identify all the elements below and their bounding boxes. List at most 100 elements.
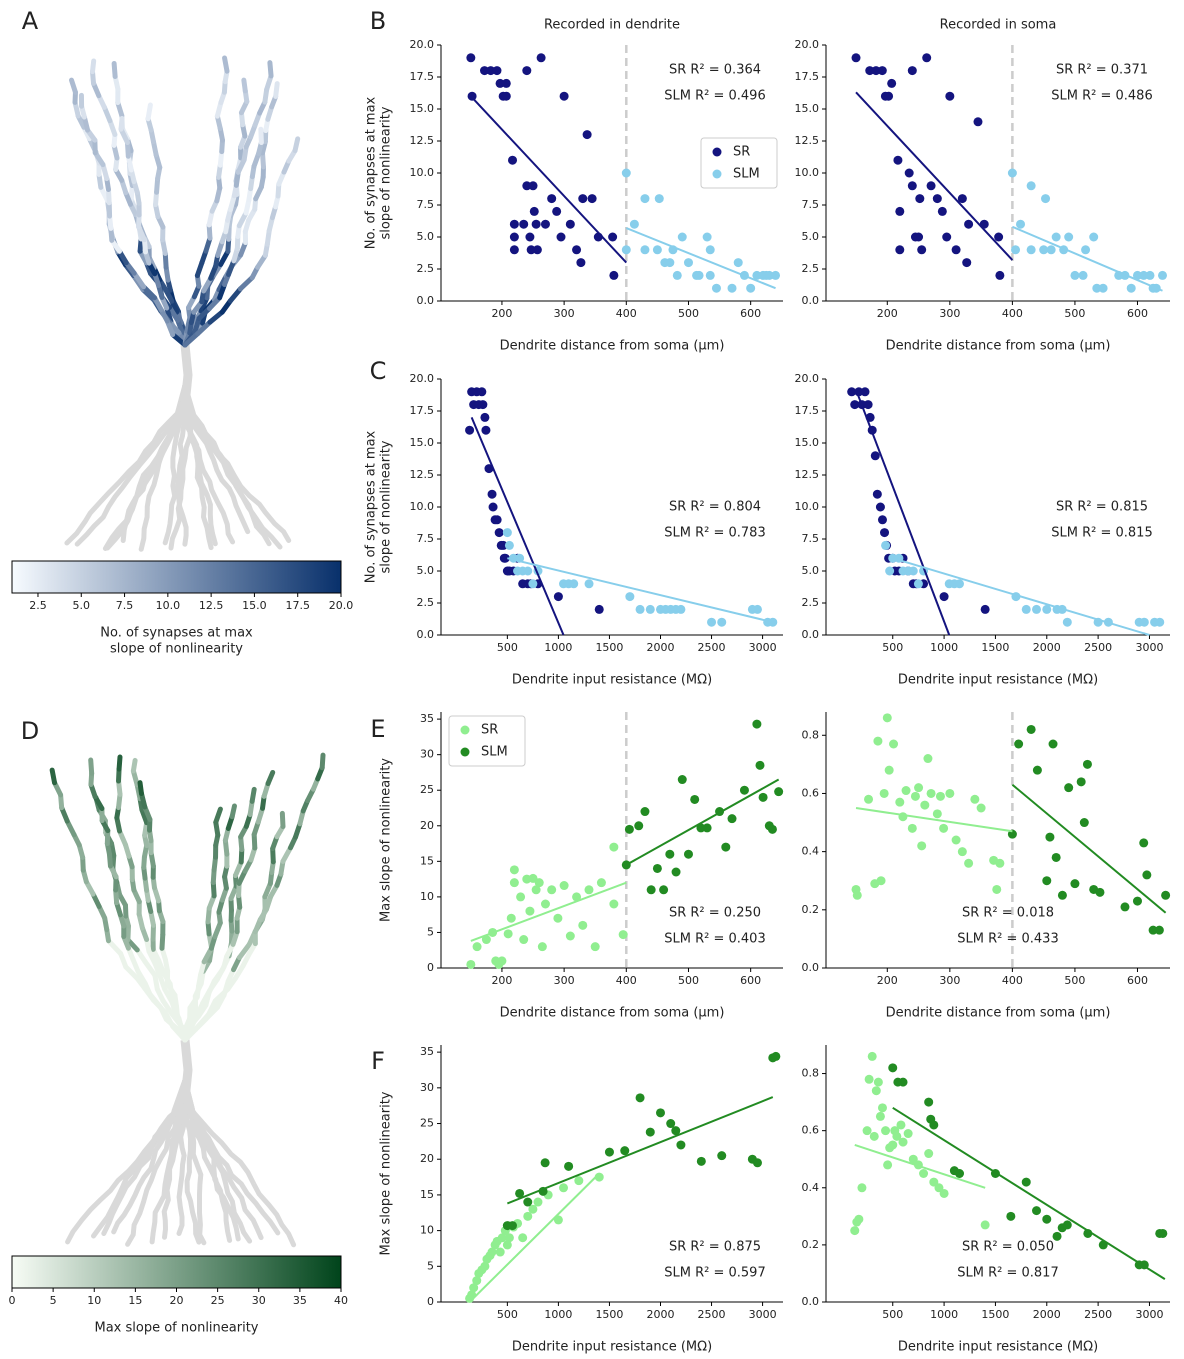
data-point bbox=[1058, 891, 1067, 900]
data-point bbox=[495, 528, 504, 537]
data-point bbox=[904, 1129, 913, 1138]
data-point bbox=[958, 847, 967, 856]
data-point bbox=[673, 271, 682, 280]
data-point bbox=[478, 400, 487, 409]
data-point bbox=[919, 1169, 928, 1178]
data-point bbox=[1095, 888, 1104, 897]
data-point bbox=[678, 233, 687, 242]
data-point bbox=[481, 426, 490, 435]
data-point bbox=[584, 885, 593, 894]
x-tick-label: 1500 bbox=[981, 641, 1009, 654]
data-point bbox=[636, 1093, 645, 1102]
data-point bbox=[519, 935, 528, 944]
data-point bbox=[1161, 891, 1170, 900]
data-point bbox=[1027, 181, 1036, 190]
data-point bbox=[646, 1128, 655, 1137]
y-tick-label: 12.5 bbox=[410, 134, 435, 147]
data-point bbox=[690, 795, 699, 804]
annotation: SR R² = 0.050 bbox=[962, 1240, 1054, 1255]
data-point bbox=[857, 1183, 866, 1192]
y-tick-label: 17.5 bbox=[795, 404, 820, 417]
data-point bbox=[868, 1052, 877, 1061]
data-point bbox=[1142, 870, 1151, 879]
data-point bbox=[908, 824, 917, 833]
data-point bbox=[929, 1120, 938, 1129]
data-point bbox=[706, 271, 715, 280]
data-point bbox=[507, 914, 516, 923]
y-axis-label: No. of synapses at max bbox=[364, 96, 379, 249]
apical-segment bbox=[244, 80, 245, 91]
data-point bbox=[955, 579, 964, 588]
x-tick-label: 3000 bbox=[749, 1308, 777, 1321]
legend-label: SR bbox=[481, 723, 498, 738]
data-point bbox=[585, 579, 594, 588]
data-point bbox=[771, 1052, 780, 1061]
data-point bbox=[952, 836, 961, 845]
y-tick-label: 17.5 bbox=[795, 70, 820, 83]
y-tick-label: 2.5 bbox=[802, 596, 820, 609]
y-axis-label: No. of synapses at max bbox=[364, 430, 379, 583]
y-tick-label: 7.5 bbox=[417, 532, 435, 545]
data-point bbox=[902, 786, 911, 795]
data-point bbox=[940, 592, 949, 601]
data-point bbox=[870, 1132, 879, 1141]
data-point bbox=[697, 1157, 706, 1166]
data-point bbox=[473, 942, 482, 951]
data-point bbox=[529, 181, 538, 190]
data-point bbox=[676, 1140, 685, 1149]
data-point bbox=[878, 515, 887, 524]
x-tick-label: 2.5 bbox=[29, 599, 47, 612]
data-point bbox=[703, 233, 712, 242]
data-point bbox=[557, 233, 566, 242]
y-tick-label: 2.5 bbox=[802, 262, 820, 275]
x-tick-label: 2000 bbox=[646, 641, 674, 654]
x-tick-label: 600 bbox=[1127, 974, 1148, 987]
y-tick-label: 20.0 bbox=[410, 38, 435, 51]
data-point bbox=[917, 841, 926, 850]
data-point bbox=[1022, 605, 1031, 614]
legend-label: SR bbox=[733, 145, 750, 160]
y-tick-label: 5.0 bbox=[802, 564, 820, 577]
data-point bbox=[636, 605, 645, 614]
data-point bbox=[977, 804, 986, 813]
data-point bbox=[865, 1075, 874, 1084]
annotation: SR R² = 0.364 bbox=[669, 63, 761, 78]
soma-trunk bbox=[185, 1040, 188, 1100]
data-point bbox=[647, 885, 656, 894]
data-point bbox=[917, 245, 926, 254]
data-point bbox=[940, 1189, 949, 1198]
y-tick-label: 0.6 bbox=[802, 1124, 820, 1137]
data-point bbox=[911, 792, 920, 801]
x-axis-label: No. of synapses at max bbox=[100, 626, 253, 641]
annotation: SLM R² = 0.817 bbox=[957, 1266, 1058, 1281]
y-tick-label: 12.5 bbox=[795, 468, 820, 481]
y-tick-label: 20 bbox=[420, 819, 434, 832]
x-tick-label: 500 bbox=[882, 1308, 903, 1321]
apical-segment bbox=[216, 809, 221, 822]
data-point bbox=[706, 245, 715, 254]
data-point bbox=[480, 413, 489, 422]
apical-segment bbox=[121, 118, 122, 129]
x-tick-label: 1000 bbox=[930, 641, 958, 654]
data-point bbox=[659, 885, 668, 894]
y-tick-label: 20 bbox=[420, 1152, 434, 1165]
data-point bbox=[920, 801, 929, 810]
data-point bbox=[936, 792, 945, 801]
data-point bbox=[861, 387, 870, 396]
data-point bbox=[519, 220, 528, 229]
y-tick-label: 5.0 bbox=[417, 230, 435, 243]
data-point bbox=[559, 1183, 568, 1192]
data-point bbox=[878, 66, 887, 75]
data-point bbox=[922, 53, 931, 62]
data-point bbox=[496, 1248, 505, 1257]
data-point bbox=[1052, 853, 1061, 862]
data-point bbox=[572, 245, 581, 254]
apical-segment bbox=[92, 61, 93, 72]
y-tick-label: 35 bbox=[420, 1045, 434, 1058]
data-point bbox=[981, 1220, 990, 1229]
legend-marker bbox=[713, 170, 722, 179]
y-tick-label: 5.0 bbox=[802, 230, 820, 243]
legend-marker bbox=[461, 726, 470, 735]
data-point bbox=[981, 605, 990, 614]
